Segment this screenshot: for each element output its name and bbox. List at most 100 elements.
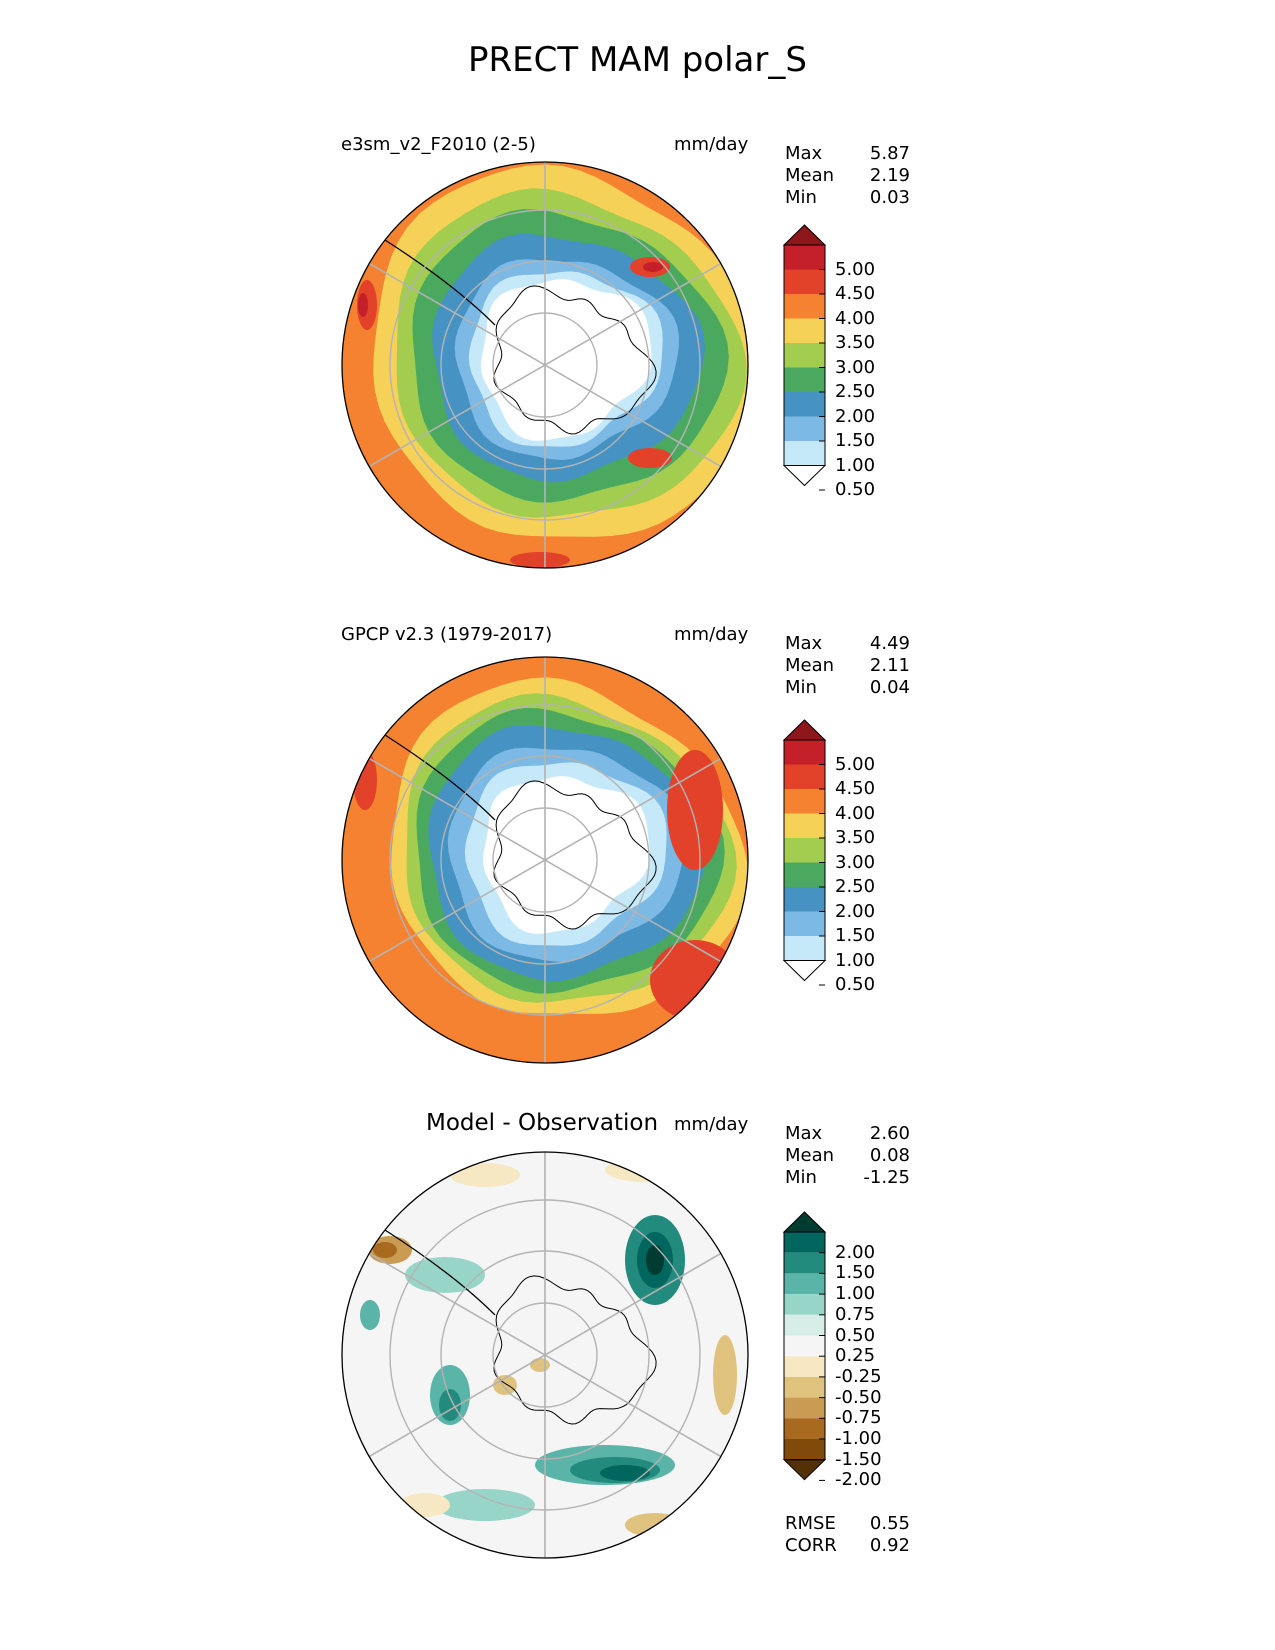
colorbar-tick-label: 5.00 — [835, 753, 876, 775]
colorbar-tick-label: -0.50 — [835, 1386, 882, 1408]
stat-label: Max — [785, 1123, 823, 1144]
anomaly-patch — [530, 1358, 550, 1372]
colorbar-cell — [784, 1397, 825, 1419]
panel-3-units: mm/day — [674, 1114, 749, 1135]
panel-2-units: mm/day — [674, 624, 749, 645]
map-panel-3 — [341, 1151, 749, 1559]
colorbar-cell — [784, 1232, 825, 1253]
stat-value: 0.92 — [869, 1535, 910, 1556]
panel-2-stats: Max 4.49 Mean 2.11 Min 0.04 — [785, 633, 910, 699]
stat-value: 2.19 — [869, 165, 910, 186]
colorbar-cell — [784, 1376, 825, 1398]
anomaly-patch — [450, 1163, 520, 1187]
precip-hotspot — [628, 448, 672, 468]
colorbar-cell — [784, 1273, 825, 1295]
colorbar-tick-label: 4.50 — [835, 283, 876, 304]
colorbar-extend-max — [782, 1211, 827, 1233]
panel-3-stats: Max 2.60 Mean 0.08 Min -1.25 — [785, 1123, 910, 1189]
colorbar-extend-min — [782, 1459, 827, 1481]
panel-3-title: Model - Observation — [426, 1110, 659, 1136]
precip-hotspot — [667, 750, 723, 870]
colorbar-cell — [784, 1314, 825, 1336]
stat-row: Mean 0.08 — [785, 1145, 910, 1167]
stat-row: Min 0.03 — [785, 187, 910, 209]
colorbar-tick-label: 2.50 — [835, 876, 876, 897]
stat-value: 5.87 — [869, 143, 910, 164]
colorbar-extend-min — [782, 960, 827, 982]
precip-hotspot — [510, 552, 570, 568]
meridian-line — [368, 364, 546, 468]
colorbar-cell — [784, 1294, 825, 1315]
panel-1-title: e3sm_v2_F2010 (2-5) — [341, 134, 536, 155]
stat-row: Mean 2.11 — [785, 655, 910, 677]
stat-label: Mean — [785, 165, 835, 186]
colorbar-tick-label: 3.50 — [835, 332, 876, 353]
stat-row: Mean 2.19 — [785, 165, 910, 187]
stat-label: Mean — [785, 655, 835, 676]
anomaly-patch — [435, 1489, 535, 1521]
meridian-line — [544, 262, 722, 366]
anomaly-patch — [360, 1300, 380, 1330]
colorbar-3 — [782, 1211, 827, 1481]
colorbar-tick-label: 4.00 — [835, 802, 876, 824]
coastline — [384, 239, 496, 326]
colorbar-cell — [784, 789, 825, 814]
colorbar-tick-label: -0.25 — [835, 1365, 882, 1387]
colorbar-2 — [782, 719, 827, 986]
precip-band — [480, 279, 652, 441]
colorbar-tick-label: 1.00 — [835, 454, 876, 476]
colorbar-tick-label: 1.00 — [835, 949, 876, 971]
map-boundary — [341, 656, 749, 1064]
meridian-line — [368, 859, 546, 963]
colorbar-cell — [784, 1335, 825, 1357]
colorbar-tick-label: 0.50 — [835, 1324, 876, 1346]
colorbar-cell — [784, 343, 825, 368]
meridian-line — [544, 859, 722, 963]
meridian-line — [544, 1252, 722, 1356]
stat-value: 0.03 — [869, 187, 910, 208]
colorbar-cell — [784, 416, 825, 441]
colorbar-tick-label: 2.00 — [835, 900, 876, 922]
coastline — [384, 734, 496, 821]
precip-hotspot — [358, 293, 368, 317]
colorbar-cell — [784, 862, 825, 887]
colorbar-cell — [784, 294, 825, 319]
stat-value: 2.60 — [869, 1123, 910, 1144]
colorbar-cell — [784, 441, 825, 466]
colorbar-tick-label: 1.00 — [835, 1283, 876, 1305]
panel-3-error-stats: RMSE 0.55 CORR 0.92 — [785, 1513, 910, 1557]
stat-row: Max 5.87 — [785, 143, 910, 165]
colorbar-tick-label: -1.00 — [835, 1428, 882, 1449]
stat-label: Min — [785, 677, 817, 698]
coastline — [493, 780, 657, 930]
stat-label: Max — [785, 143, 823, 164]
colorbar-tick-label: 1.50 — [835, 925, 876, 946]
anomaly-patch — [373, 1242, 397, 1258]
colorbar-tick-label: 3.50 — [835, 827, 876, 848]
anomaly-patch — [405, 1257, 485, 1293]
colorbar-extend-max — [782, 719, 827, 741]
colorbar-cell — [784, 392, 825, 417]
colorbar-extend-max — [782, 224, 827, 246]
stat-label: Min — [785, 187, 817, 208]
colorbar-tick-label: 3.00 — [835, 851, 876, 873]
colorbar-tick-label: 3.00 — [835, 356, 876, 378]
colorbar-cell — [784, 245, 825, 270]
map-boundary — [341, 1151, 749, 1559]
meridian-line — [544, 757, 722, 861]
meridian-line — [544, 364, 722, 468]
stat-label: CORR — [785, 1535, 837, 1556]
colorbar-frame — [783, 244, 826, 466]
stat-label: Max — [785, 633, 823, 654]
coastline — [493, 1275, 657, 1425]
colorbar-frame — [783, 1231, 826, 1461]
colorbar-1 — [782, 224, 827, 491]
coastline — [384, 1229, 496, 1316]
coastline — [493, 285, 657, 435]
colorbar-cell — [784, 1252, 825, 1274]
stat-label: RMSE — [785, 1513, 836, 1534]
colorbar-cell — [784, 887, 825, 912]
colorbar-tick-label: 0.50 — [835, 479, 876, 500]
meridian-line — [368, 757, 546, 861]
